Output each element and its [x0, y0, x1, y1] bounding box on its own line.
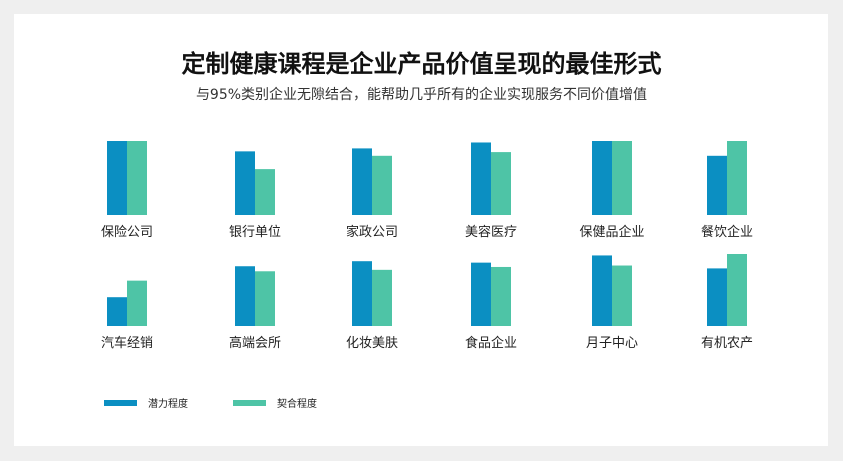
bar-potential-化妆美肤	[352, 261, 372, 326]
bar-potential-家政公司	[352, 148, 372, 215]
category-label: 保险公司	[101, 225, 153, 240]
category-label: 食品企业	[465, 335, 517, 351]
legend-swatch-fit	[233, 400, 266, 406]
chart-title: 定制健康课程是企业产品价值呈现的最佳形式	[181, 50, 662, 78]
category-label: 美容医疗	[465, 224, 517, 240]
chart-subtitle: 与95%类别企业无隙结合，能帮助几乎所有的企业实现服务不同价值增值	[195, 87, 648, 103]
legend-swatch-potential	[104, 400, 137, 406]
bar-fit-有机农产	[727, 254, 747, 326]
bar-potential-餐饮企业	[707, 155, 727, 215]
bar-fit-美容医疗	[491, 152, 511, 215]
bar-fit-食品企业	[491, 266, 511, 326]
bar-fit-化妆美肤	[372, 269, 392, 326]
bar-fit-保健品企业	[612, 141, 632, 215]
bar-potential-食品企业	[471, 262, 491, 326]
bar-fit-汽车经销	[127, 280, 147, 326]
bar-fit-保险公司	[127, 141, 147, 215]
bar-potential-美容医疗	[471, 142, 491, 215]
bar-fit-餐饮企业	[727, 141, 747, 215]
category-label: 化妆美肤	[346, 336, 398, 351]
category-label: 银行单位	[229, 225, 281, 240]
bar-potential-有机农产	[707, 268, 727, 326]
bar-fit-银行单位	[255, 169, 275, 215]
legend-label-fit: 契合程度	[277, 397, 317, 410]
category-label: 保健品企业	[579, 224, 644, 240]
bar-potential-保健品企业	[592, 141, 612, 215]
bar-potential-保险公司	[107, 141, 127, 215]
bar-potential-银行单位	[235, 151, 255, 215]
category-label: 月子中心	[586, 336, 638, 351]
category-label: 汽车经销	[101, 335, 153, 351]
category-label: 高端会所	[229, 335, 281, 351]
chart-panel	[14, 14, 828, 446]
category-label: 餐饮企业	[701, 224, 753, 240]
bar-potential-汽车经销	[107, 297, 127, 326]
legend-label-potential: 潜力程度	[148, 397, 188, 410]
category-label: 有机农产	[701, 336, 753, 351]
bar-fit-高端会所	[255, 271, 275, 326]
category-label: 家政公司	[346, 224, 398, 240]
bar-potential-高端会所	[235, 266, 255, 326]
bar-fit-家政公司	[372, 155, 392, 215]
bar-potential-月子中心	[592, 255, 612, 326]
bar-fit-月子中心	[612, 265, 632, 326]
